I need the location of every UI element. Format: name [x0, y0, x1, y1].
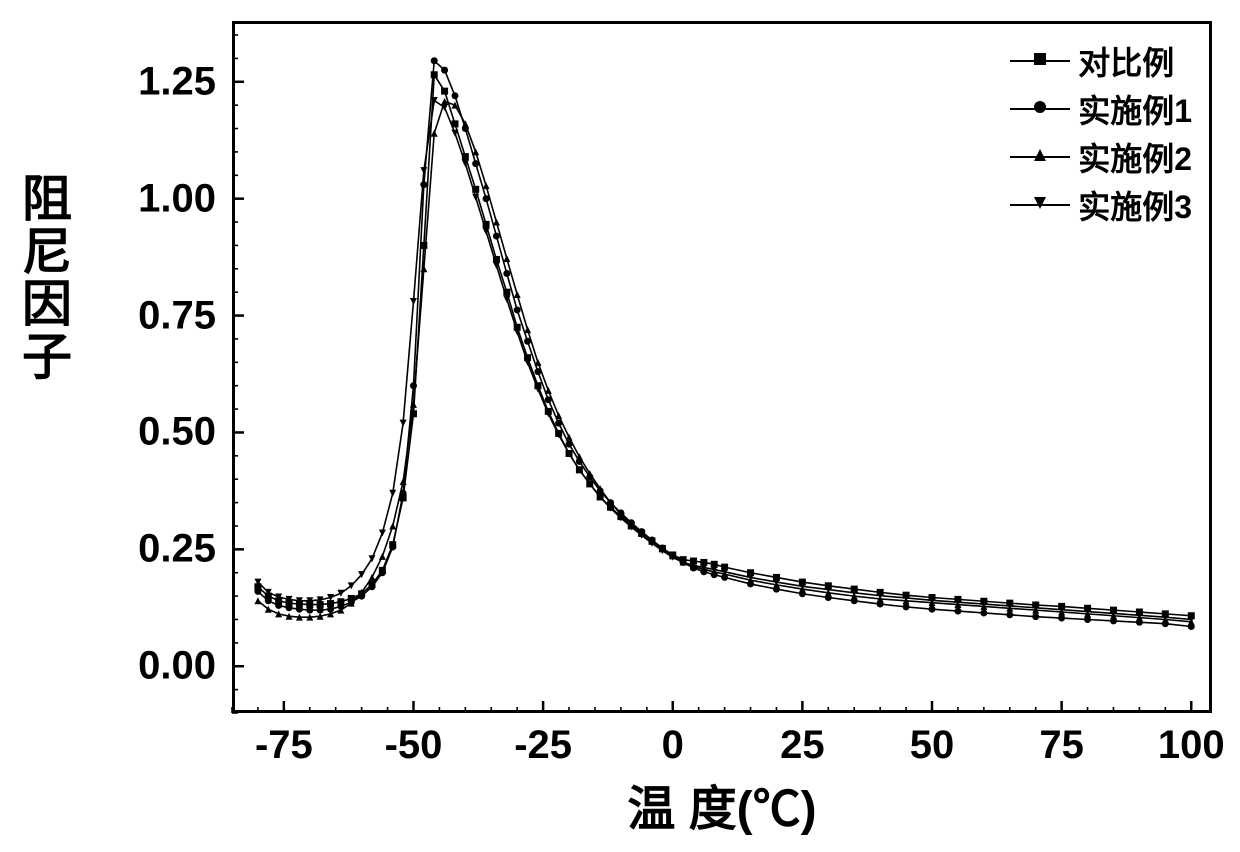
x-tick-label: -50 — [385, 723, 443, 768]
legend-entry: 实施例1 — [1010, 86, 1192, 132]
legend-entry: 对比例 — [1010, 38, 1192, 84]
legend-line-icon — [1010, 156, 1070, 158]
legend-entry: 实施例2 — [1010, 134, 1192, 180]
x-tick-label: -25 — [514, 723, 572, 768]
x-tick-label: 50 — [910, 723, 955, 768]
legend: 对比例实施例1实施例2实施例3 — [1010, 38, 1192, 228]
legend-line-icon — [1010, 108, 1070, 110]
y-tick-label: 0.50 — [138, 410, 216, 455]
y-tick-label: 0.00 — [138, 644, 216, 689]
x-tick-label: 0 — [662, 723, 684, 768]
chart-stage: 阻尼因子 温 度(℃) 对比例实施例1实施例2实施例3 -75-50-25025… — [0, 0, 1240, 852]
y-tick-label: 1.00 — [138, 176, 216, 221]
x-tick-label: -75 — [255, 723, 313, 768]
legend-label: 实施例2 — [1078, 134, 1192, 180]
x-tick-label: 75 — [1039, 723, 1084, 768]
legend-label: 实施例3 — [1078, 182, 1192, 228]
legend-entry: 实施例3 — [1010, 182, 1192, 228]
legend-line-icon — [1010, 60, 1070, 62]
x-tick-label: 25 — [780, 723, 825, 768]
y-tick-label: 0.25 — [138, 527, 216, 572]
legend-label: 对比例 — [1078, 38, 1174, 84]
legend-line-icon — [1010, 204, 1070, 206]
x-tick-label: 100 — [1158, 723, 1225, 768]
legend-label: 实施例1 — [1078, 86, 1192, 132]
y-tick-label: 1.25 — [138, 59, 216, 104]
y-tick-label: 0.75 — [138, 293, 216, 338]
